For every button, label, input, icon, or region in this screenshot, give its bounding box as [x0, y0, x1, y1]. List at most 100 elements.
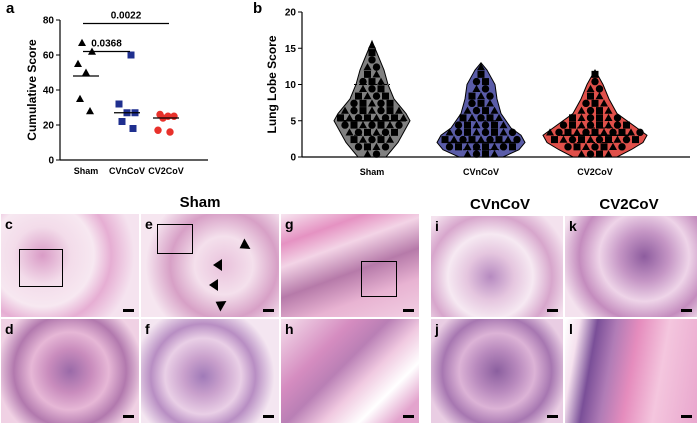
x-tick-label: CV2CoV — [577, 167, 613, 177]
data-point — [463, 150, 472, 158]
data-point — [350, 136, 358, 144]
data-point — [477, 99, 485, 107]
data-point — [368, 135, 376, 144]
p-value-label: 0.0368 — [91, 39, 122, 50]
group-title-cvncov: CVnCoV — [470, 196, 530, 213]
data-point — [472, 128, 481, 136]
data-point — [472, 143, 481, 151]
x-tick-label: CV2CoV — [148, 166, 184, 176]
data-point — [381, 114, 390, 122]
data-point — [354, 114, 363, 122]
data-point — [605, 136, 612, 144]
data-point — [577, 121, 586, 129]
y-tick-label: 20 — [43, 121, 55, 132]
data-point — [613, 121, 622, 129]
data-point — [591, 70, 599, 78]
panel-label-k: k — [569, 218, 577, 234]
data-point — [618, 143, 626, 151]
data-point — [582, 128, 590, 137]
data-point — [495, 136, 503, 144]
data-point — [455, 143, 462, 151]
data-point — [559, 135, 568, 143]
data-point — [472, 77, 481, 86]
micrograph-h: h — [280, 318, 420, 424]
data-point — [613, 114, 622, 122]
scale-bar-k — [681, 309, 692, 312]
data-point — [591, 128, 599, 136]
data-point — [364, 114, 371, 122]
micrograph-k: k — [564, 215, 698, 318]
micrograph-f: f — [140, 318, 280, 424]
data-point — [350, 99, 358, 108]
data-point — [377, 85, 385, 93]
data-point — [445, 143, 454, 151]
data-point — [513, 135, 521, 144]
data-point — [445, 128, 454, 136]
y-tick-label: 20 — [285, 8, 297, 19]
data-point — [359, 99, 367, 107]
data-point — [595, 85, 604, 93]
data-point — [359, 77, 367, 86]
data-point — [364, 70, 371, 78]
y-tick-label: 80 — [43, 16, 55, 27]
data-point — [600, 143, 608, 151]
data-point — [491, 128, 498, 136]
data-point — [363, 63, 372, 71]
data-point — [129, 125, 137, 132]
data-point — [596, 150, 603, 158]
micrograph-e: e — [140, 213, 280, 318]
scale-bar-e — [263, 309, 274, 312]
data-point — [477, 135, 485, 143]
data-point — [377, 77, 385, 85]
data-point — [345, 113, 354, 122]
data-point — [377, 121, 385, 129]
data-point — [477, 92, 485, 100]
data-point — [386, 135, 394, 143]
data-point — [486, 99, 494, 107]
data-point — [345, 128, 354, 136]
data-point — [618, 128, 626, 136]
x-tick-label: Sham — [360, 167, 385, 177]
data-point — [74, 59, 82, 67]
data-point — [468, 92, 476, 100]
data-point — [355, 92, 362, 100]
scale-bar-h — [403, 415, 414, 418]
data-point — [377, 99, 385, 108]
data-point — [454, 121, 463, 129]
data-point — [368, 78, 376, 86]
data-point — [372, 142, 381, 151]
data-point — [600, 128, 608, 136]
data-point — [586, 150, 595, 158]
data-point — [559, 121, 568, 129]
data-point — [490, 150, 499, 158]
data-point — [372, 128, 381, 136]
data-point — [454, 128, 463, 137]
data-point — [372, 63, 381, 71]
data-point — [468, 136, 476, 144]
data-point — [586, 121, 595, 129]
data-point — [604, 113, 613, 122]
data-point — [586, 84, 595, 93]
data-point — [377, 136, 385, 144]
data-point — [363, 150, 372, 158]
data-point — [399, 113, 408, 122]
data-point — [127, 51, 135, 59]
data-point — [166, 128, 174, 136]
data-point — [372, 92, 381, 100]
data-point — [472, 84, 481, 93]
scale-bar-l — [681, 415, 692, 418]
data-point — [564, 128, 572, 136]
micrograph-g: g — [280, 213, 420, 318]
data-point — [577, 113, 586, 122]
scale-bar-f — [263, 415, 274, 418]
data-point — [582, 142, 590, 151]
data-point — [609, 128, 617, 137]
micrograph-i: i — [430, 215, 564, 318]
data-point — [596, 114, 603, 122]
scale-bar-i — [547, 309, 558, 312]
data-point — [546, 128, 554, 136]
data-point — [459, 114, 467, 122]
data-point — [372, 113, 381, 122]
data-point — [170, 112, 178, 120]
data-point — [115, 100, 123, 108]
